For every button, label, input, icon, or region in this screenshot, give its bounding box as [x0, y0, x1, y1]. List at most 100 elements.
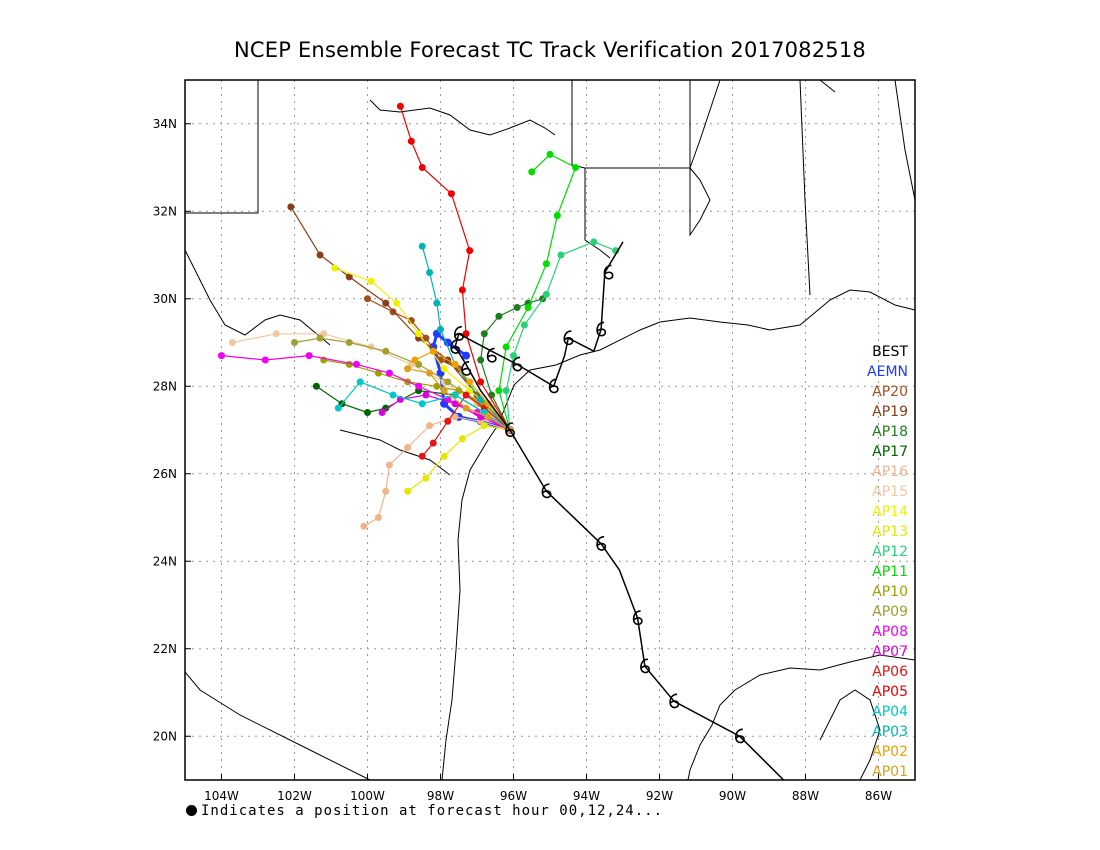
forecast-position-marker [305, 352, 313, 360]
legend-entry-ap05: AP05 [872, 684, 908, 700]
hurricane-symbol-icon [461, 360, 472, 376]
forecast-position-marker [502, 343, 510, 351]
forecast-position-marker [418, 242, 426, 250]
forecast-position-marker [513, 304, 521, 311]
forecast-position-marker [553, 212, 561, 220]
hurricane-symbol-icon [596, 535, 607, 551]
position-marker-icon [186, 805, 197, 816]
state-border-fragment [819, 80, 836, 93]
grid-lines [185, 80, 915, 780]
forecast-position-marker [451, 413, 459, 421]
forecast-position-marker [429, 347, 437, 355]
forecast-position-marker [440, 365, 448, 373]
forecast-position-marker [385, 461, 393, 469]
hurricane-symbol-icon [734, 728, 745, 744]
y-tick-label: 22N [153, 642, 177, 656]
footnote: Indicates a position at forecast hour 00… [186, 803, 663, 819]
forecast-position-marker [528, 168, 536, 176]
forecast-position-marker [590, 238, 598, 246]
y-tick-label: 20N [153, 729, 177, 743]
y-tick-label: 34N [153, 117, 177, 131]
forecast-position-marker [462, 330, 470, 338]
track-line [232, 333, 511, 431]
forecast-position-marker [396, 102, 404, 110]
baja-coast [185, 249, 331, 346]
forecast-position-marker [426, 269, 434, 276]
y-tick-label: 28N [153, 379, 177, 393]
forecast-position-marker [312, 382, 320, 390]
forecast-position-marker [374, 369, 382, 377]
forecast-position-marker [466, 378, 474, 386]
hurricane-symbol-icon [632, 610, 643, 626]
forecast-position-marker [345, 339, 353, 346]
x-tick-label: 100W [350, 789, 385, 803]
forecast-position-marker [524, 304, 532, 311]
forecast-position-marker [462, 404, 470, 412]
hurricane-symbol-icon [541, 483, 552, 499]
forecast-position-marker [433, 382, 441, 390]
forecast-position-marker [356, 378, 364, 386]
forecast-position-marker [378, 409, 386, 416]
x-tick-label: 98W [427, 789, 454, 803]
y-tick-label: 32N [153, 204, 177, 218]
ensemble-tracks [218, 102, 620, 530]
forecast-position-marker [385, 369, 393, 377]
forecast-position-marker [418, 400, 426, 408]
legend-entry-ap08: AP08 [872, 624, 908, 640]
hurricane-symbol-icon [505, 422, 515, 438]
forecast-position-marker [364, 295, 371, 303]
forecast-position-marker [389, 308, 397, 316]
legend-entry-ap10: AP10 [872, 584, 908, 600]
hurricane-symbol-icon [486, 347, 497, 363]
hurricane-symbol-icon [669, 693, 680, 709]
forecast-position-marker [422, 474, 430, 482]
forecast-position-marker [458, 286, 466, 294]
forecast-position-marker [422, 391, 430, 399]
page-title: NCEP Ensemble Forecast TC Track Verifica… [233, 38, 866, 62]
forecast-position-marker [440, 387, 448, 395]
forecast-position-marker [415, 330, 423, 338]
track-ap11 [495, 150, 580, 434]
forecast-position-marker [287, 203, 295, 211]
ok-tx-border [571, 80, 611, 259]
forecast-position-marker [228, 339, 236, 346]
forecast-position-marker [510, 352, 517, 360]
forecast-position-marker [466, 247, 474, 255]
hurricane-symbol-icon [512, 356, 523, 372]
forecast-position-marker [495, 387, 503, 395]
y-tick-label: 30N [153, 292, 177, 306]
forecast-position-marker [360, 522, 368, 530]
hurricane-symbol-icon [640, 658, 650, 674]
forecast-position-marker [447, 190, 455, 198]
legend-entry-ap13: AP13 [872, 524, 908, 540]
legend-entry-aemn: AEMN [867, 364, 908, 380]
forecast-position-marker [502, 387, 510, 395]
y-tick-label: 26N [153, 467, 177, 481]
forecast-position-marker [462, 391, 470, 399]
forecast-position-marker [316, 334, 324, 342]
forecast-position-marker [451, 391, 459, 399]
legend-entry-ap20: AP20 [872, 384, 908, 400]
legend-entry-ap02: AP02 [872, 744, 908, 760]
forecast-position-marker [407, 137, 415, 145]
x-tick-label: 92W [646, 789, 673, 803]
forecast-position-marker [429, 439, 437, 447]
legend-entry-ap19: AP19 [872, 404, 908, 420]
ms-al-border [799, 80, 811, 296]
forecast-position-marker [374, 514, 382, 521]
us-border-north [369, 99, 556, 136]
gulf-coastline [441, 289, 915, 780]
forecast-position-marker [334, 404, 342, 412]
forecast-position-marker [542, 260, 550, 268]
x-tick-label: 86W [865, 789, 892, 803]
forecast-position-marker [520, 321, 528, 329]
hurricane-symbol-icon [563, 330, 574, 346]
legend-entry-ap14: AP14 [872, 504, 908, 520]
x-tick-label: 90W [719, 789, 746, 803]
forecast-position-marker [345, 360, 353, 368]
axis-ticks: 104W 102W 100W 98W 96W 94W 92W 90W 88W 86W 20N 22N 2… [153, 117, 892, 803]
forecast-position-marker [382, 347, 390, 355]
track-line [294, 337, 511, 431]
x-tick-label: 94W [573, 789, 600, 803]
forecast-position-marker [426, 422, 434, 430]
